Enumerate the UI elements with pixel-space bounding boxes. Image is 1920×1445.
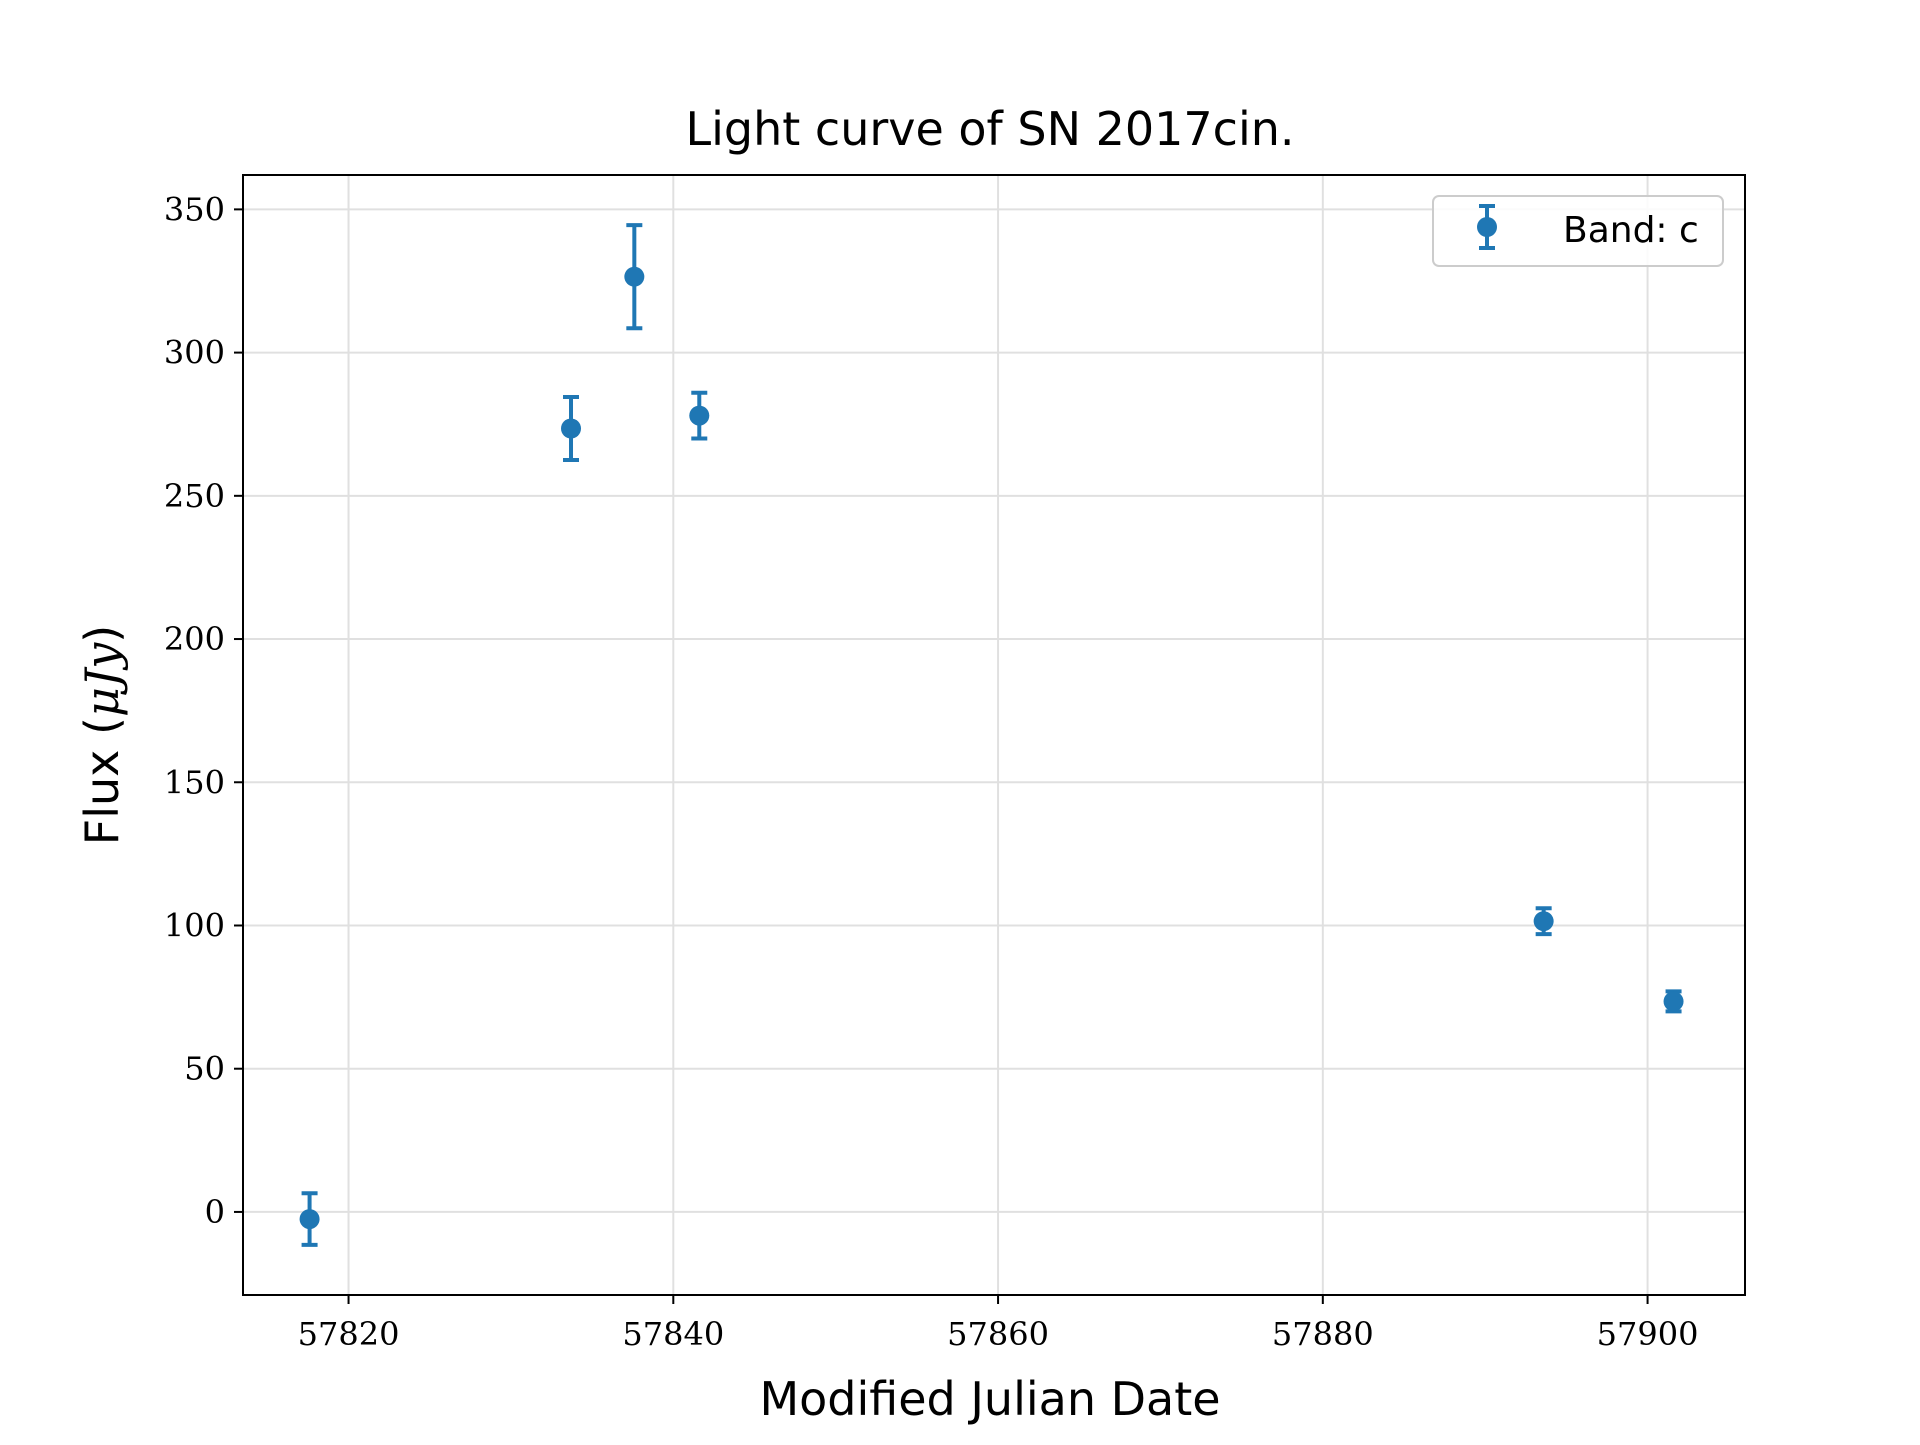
y-tick-label: 200 — [164, 620, 225, 658]
x-tick-label: 57860 — [947, 1315, 1049, 1353]
legend-marker-band-c — [1477, 204, 1497, 250]
y-axis-label-suffix: ) — [75, 625, 129, 643]
x-axis-label: Modified Julian Date — [759, 1372, 1220, 1426]
plot-frame — [242, 174, 1746, 1296]
data-point — [1533, 906, 1554, 937]
y-ticks: 0 50 100 150 200 250 300 350 — [164, 190, 243, 1231]
y-axis-label: Flux (μJy) — [75, 625, 129, 845]
x-ticks: 57820 57840 57860 57880 57900 — [298, 1295, 1699, 1353]
y-tick-label: 0 — [205, 1193, 225, 1231]
y-tick-label: 100 — [164, 906, 225, 944]
x-tick-label: 57820 — [298, 1315, 400, 1353]
y-axis-label-unit: μJy — [75, 642, 129, 717]
grid-layer — [243, 175, 1745, 1295]
y-tick-label: 50 — [184, 1050, 225, 1088]
data-point-marker — [1477, 217, 1497, 237]
data-point — [561, 394, 582, 463]
data-point — [299, 1191, 320, 1247]
y-tick-label: 250 — [164, 477, 225, 515]
data-point-marker — [561, 418, 582, 439]
y-tick-label: 300 — [164, 334, 225, 372]
data-point-marker — [689, 405, 710, 426]
legend-label-band-c: Band: c — [1563, 210, 1699, 251]
y-axis-label-prefix: Flux ( — [75, 717, 129, 845]
x-tick-label: 57840 — [622, 1315, 724, 1353]
data-point-marker — [1533, 911, 1554, 932]
data-point-marker — [624, 266, 645, 287]
legend-box — [1432, 195, 1724, 267]
data-point — [624, 223, 645, 331]
data-point-marker — [1663, 991, 1684, 1012]
y-tick-label: 150 — [164, 763, 225, 801]
data-layer — [299, 223, 1684, 1247]
data-point — [1663, 989, 1684, 1014]
legend: Band: c — [1432, 195, 1724, 267]
legend-marker-glyph — [1477, 204, 1497, 250]
x-tick-label: 57880 — [1272, 1315, 1374, 1353]
data-point-marker — [299, 1209, 320, 1230]
x-tick-label: 57900 — [1597, 1315, 1699, 1353]
y-tick-label: 350 — [164, 190, 225, 228]
chart-title: Light curve of SN 2017cin. — [685, 102, 1294, 156]
data-point — [689, 390, 710, 441]
